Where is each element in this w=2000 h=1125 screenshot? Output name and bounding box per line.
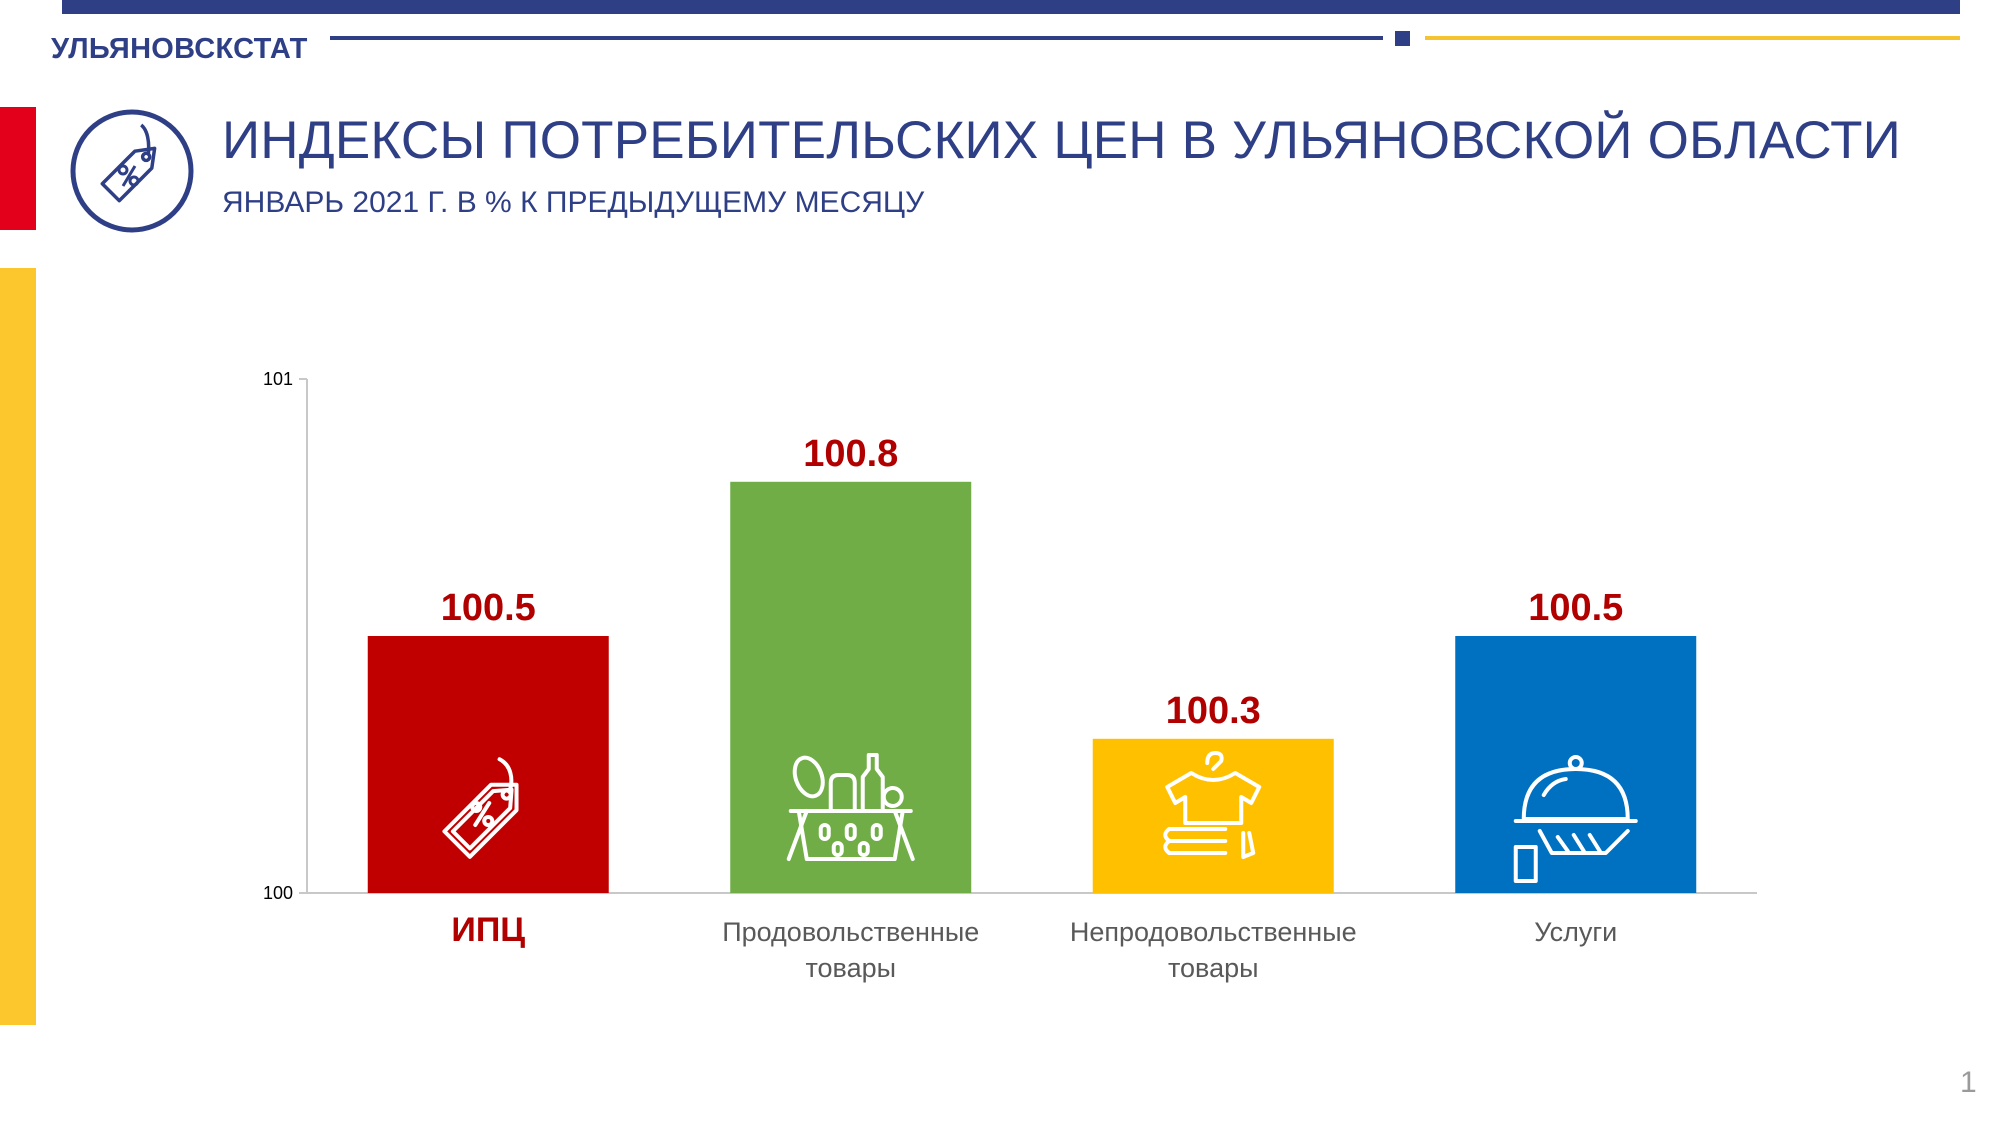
price-tag-logo-icon (70, 109, 194, 233)
org-name: УЛЬЯНОВСКСТАТ (51, 33, 308, 65)
clothing-stack-icon (1163, 751, 1262, 859)
value-label-3: 100.3 (1166, 690, 1261, 732)
x-label-3: Непродовольственные товары (1070, 917, 1357, 983)
grocery-basket-icon (786, 753, 915, 861)
price-tag-icon (442, 757, 519, 859)
bar-1 (367, 636, 609, 893)
serving-cloche-icon (1513, 755, 1638, 883)
y-tick-label: 101 (263, 369, 293, 389)
bar-4 (1455, 636, 1697, 893)
page-subtitle: ЯНВАРЬ 2021 Г. В % К ПРЕДЫДУЩЕМУ МЕСЯЦУ (222, 186, 925, 219)
x-label-1: ИПЦ (451, 911, 525, 949)
value-labels-group: 100.5 100.8 100.3 100.5 (441, 433, 1624, 732)
value-label-4: 100.5 (1528, 587, 1623, 629)
page-title: ИНДЕКСЫ ПОТРЕБИТЕЛЬСКИХ ЦЕН В УЛЬЯНОВСКО… (222, 111, 1901, 170)
bar-icons-group (442, 751, 1638, 883)
header-rule-navy (330, 36, 1383, 40)
x-label-2: Продовольственные товары (722, 917, 979, 983)
y-axis-ticks: 100 101 (263, 369, 307, 903)
header-rule-gold (1425, 36, 1960, 40)
bars-group (367, 481, 1697, 893)
header-rule-square (1395, 31, 1410, 46)
y-tick-label: 100 (263, 883, 293, 903)
bar-2 (730, 481, 972, 893)
bar-3 (1092, 738, 1334, 893)
page-number: 1 (1960, 1066, 1977, 1099)
value-label-1: 100.5 (441, 587, 536, 629)
x-label-4: Услуги (1534, 917, 1617, 947)
side-strip-red (0, 107, 36, 230)
top-accent-bar (62, 0, 1960, 14)
side-strip-yellow (0, 268, 36, 1025)
x-axis-labels-group: ИПЦ Продовольственные товары Непродовольств… (451, 911, 1617, 983)
value-label-2: 100.8 (803, 433, 898, 475)
